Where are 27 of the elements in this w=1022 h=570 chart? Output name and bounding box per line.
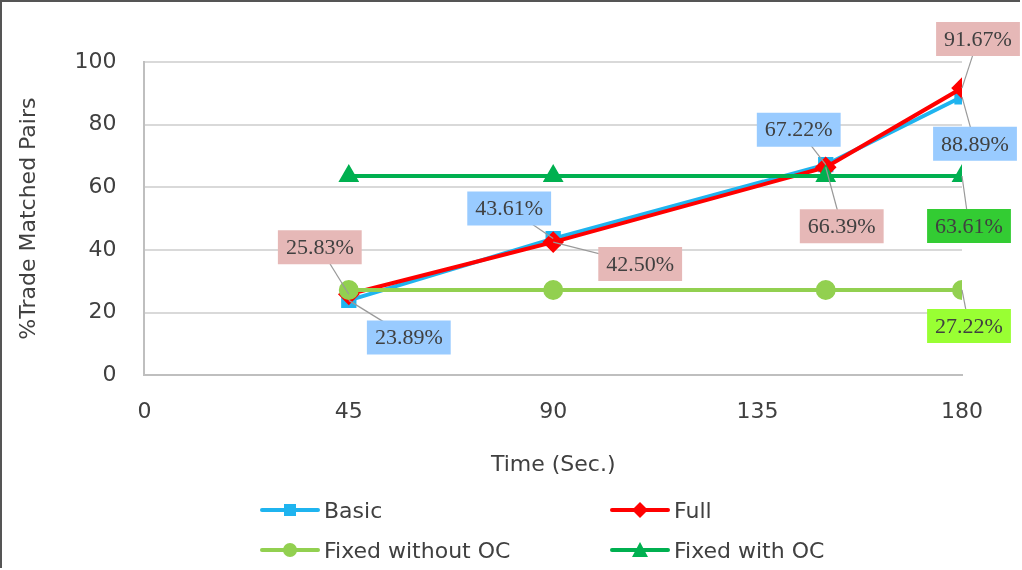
data-label: 23.89% <box>374 324 443 350</box>
data-label: 88.89% <box>941 130 1009 156</box>
x-tick-label: 45 <box>334 398 363 424</box>
data-label: 67.22% <box>764 116 833 142</box>
x-tick-label: 135 <box>736 398 779 424</box>
data-label: 25.83% <box>285 234 354 260</box>
y-tick-label: 0 <box>102 360 117 386</box>
data-label: 63.61% <box>935 212 1003 238</box>
data-label: 43.61% <box>475 195 544 221</box>
x-tick-label: 0 <box>137 398 152 424</box>
data-label: 91.67% <box>944 25 1012 51</box>
legend-label: Fixed without OC <box>324 537 511 563</box>
data-label: 27.22% <box>935 312 1003 338</box>
data-label: 66.39% <box>807 213 876 239</box>
legend-label: Basic <box>324 497 383 523</box>
y-tick-label: 40 <box>88 235 117 261</box>
data-label: 42.50% <box>606 250 675 276</box>
y-tick-label: 100 <box>74 47 117 73</box>
x-tick-label: 180 <box>941 398 983 424</box>
y-axis-title: %Trade Matched Pairs <box>14 97 40 340</box>
y-tick-label: 80 <box>88 110 117 136</box>
y-tick-label: 60 <box>88 173 117 198</box>
legend-label: Fixed with OC <box>674 537 825 563</box>
x-axis-title: Time (Sec.) <box>489 450 616 476</box>
y-tick-label: 20 <box>88 298 117 324</box>
legend-label: Full <box>674 497 712 523</box>
x-tick-label: 90 <box>539 398 568 424</box>
